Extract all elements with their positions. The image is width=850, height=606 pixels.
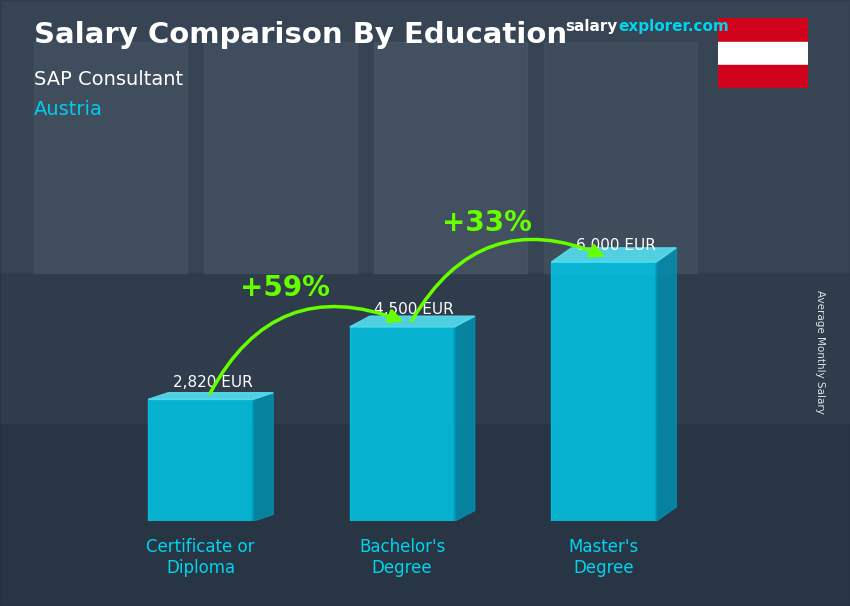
Polygon shape	[253, 393, 273, 521]
Polygon shape	[656, 248, 677, 521]
Bar	[0, 273, 850, 424]
Text: +33%: +33%	[442, 209, 532, 237]
Bar	[0, 424, 850, 606]
Bar	[718, 64, 808, 88]
Bar	[552, 262, 656, 521]
Bar	[718, 42, 808, 64]
Polygon shape	[148, 393, 273, 399]
Text: salary: salary	[565, 19, 618, 35]
Text: Salary Comparison By Education: Salary Comparison By Education	[34, 21, 567, 49]
Text: Average Monthly Salary: Average Monthly Salary	[815, 290, 825, 413]
Text: +59%: +59%	[241, 274, 330, 302]
Bar	[34, 42, 187, 273]
Bar	[0, 0, 850, 273]
Bar	[544, 42, 697, 273]
Polygon shape	[455, 316, 475, 521]
Text: explorer.com: explorer.com	[619, 19, 729, 35]
Text: Austria: Austria	[34, 100, 103, 119]
Text: 4,500 EUR: 4,500 EUR	[374, 302, 454, 318]
Polygon shape	[552, 248, 677, 262]
Text: 2,820 EUR: 2,820 EUR	[173, 375, 252, 390]
Bar	[148, 399, 253, 521]
Bar	[374, 42, 527, 273]
Bar	[718, 18, 808, 42]
Text: SAP Consultant: SAP Consultant	[34, 70, 183, 88]
Polygon shape	[349, 316, 475, 327]
Text: 6,000 EUR: 6,000 EUR	[576, 238, 655, 253]
Bar	[204, 42, 357, 273]
Bar	[349, 327, 455, 521]
